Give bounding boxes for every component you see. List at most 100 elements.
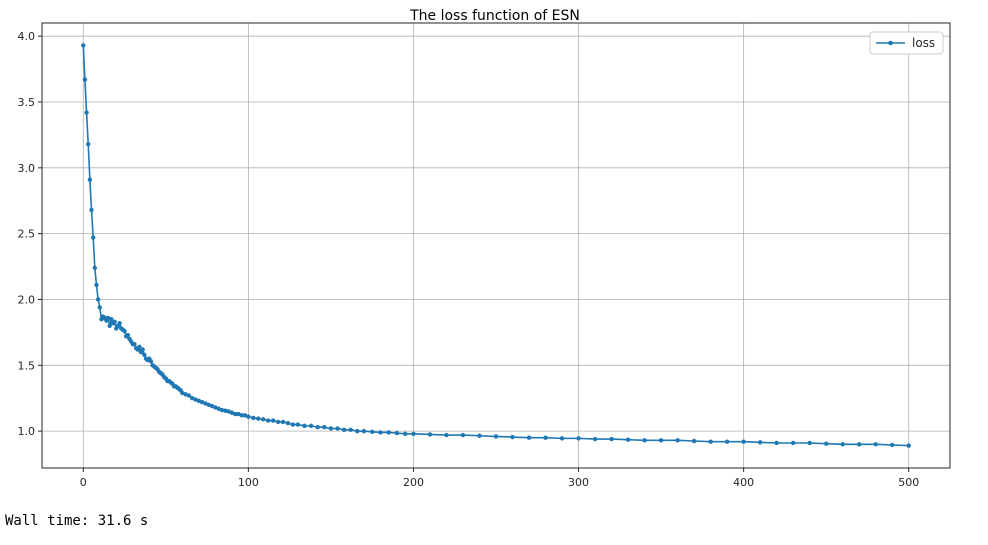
data-point <box>790 440 796 446</box>
data-point <box>81 43 86 48</box>
data-point <box>906 443 911 448</box>
data-point <box>774 440 779 446</box>
data-point <box>642 438 647 443</box>
data-point <box>510 434 515 440</box>
data-point <box>658 438 664 443</box>
data-point <box>180 390 185 396</box>
data-point <box>89 207 94 213</box>
data-point <box>199 399 205 405</box>
data-point <box>229 410 235 415</box>
x-tick-label: 300 <box>568 476 589 489</box>
data-point <box>444 432 449 438</box>
data-point <box>315 424 320 430</box>
data-point <box>361 428 367 434</box>
y-tick-label: 2.5 <box>18 228 36 241</box>
data-point <box>193 397 198 402</box>
legend-box <box>869 31 944 55</box>
data-point <box>386 430 391 435</box>
data-point <box>857 442 862 447</box>
data-point <box>140 347 145 352</box>
data-point <box>236 411 241 417</box>
data-point <box>493 434 499 439</box>
data-point <box>290 422 296 427</box>
y-tick-label: 2.0 <box>18 293 36 306</box>
plot-frame <box>41 22 951 469</box>
series-line-loss <box>82 45 909 447</box>
data-point <box>265 418 271 423</box>
data-point <box>112 319 117 325</box>
data-point <box>308 423 314 429</box>
data-point <box>275 419 281 425</box>
data-point <box>823 441 829 446</box>
data-point <box>403 431 408 436</box>
data-point <box>209 403 215 409</box>
grid-lines <box>42 23 950 468</box>
data-point <box>246 414 251 419</box>
data-point <box>97 305 102 310</box>
data-point <box>90 235 96 240</box>
data-point <box>378 430 383 435</box>
data-point <box>295 422 301 427</box>
data-point <box>223 408 228 413</box>
x-tick-label: 400 <box>733 476 754 489</box>
data-point <box>92 265 98 271</box>
data-point <box>270 418 276 423</box>
x-axis-ticks: 0 100 200 300 400 500 <box>80 468 919 489</box>
data-point <box>576 436 581 441</box>
data-point <box>206 402 211 408</box>
data-point <box>203 401 208 406</box>
data-point <box>107 323 112 329</box>
legend-marker-swatch <box>888 40 893 46</box>
data-point <box>543 435 548 440</box>
data-point <box>261 417 266 422</box>
data-point <box>328 426 334 431</box>
x-tick-label: 500 <box>898 476 919 489</box>
data-point <box>675 438 680 443</box>
data-point <box>348 427 353 433</box>
data-point <box>890 442 895 448</box>
chart-title: The loss function of ESN <box>409 8 580 24</box>
data-point <box>873 442 878 447</box>
data-point <box>216 406 221 411</box>
data-point <box>190 396 195 401</box>
data-point <box>741 439 746 444</box>
data-point <box>109 317 114 322</box>
data-point <box>251 415 256 421</box>
data-point <box>82 77 88 82</box>
data-point <box>355 428 360 434</box>
x-tick-label: 100 <box>238 476 259 489</box>
data-point <box>87 177 93 182</box>
loss-chart: The loss function of ESN 0 100 200 300 400 50… <box>18 8 951 489</box>
data-point <box>256 416 261 421</box>
data-point <box>322 424 327 430</box>
data-point <box>213 405 218 410</box>
data-point <box>94 282 99 288</box>
data-point <box>807 440 812 446</box>
data-point <box>239 413 244 418</box>
y-axis-ticks: 1.0 1.5 2.0 2.5 3.0 3.5 4.0 <box>18 30 42 438</box>
legend-label-loss: loss <box>912 36 935 50</box>
data-point <box>335 426 340 431</box>
data-point <box>592 436 598 442</box>
data-point <box>86 141 91 147</box>
data-point <box>411 431 416 436</box>
data-point <box>125 332 131 338</box>
data-point <box>341 427 347 433</box>
y-tick-label: 4.0 <box>18 30 36 43</box>
data-point <box>691 438 697 444</box>
data-point <box>708 439 713 444</box>
data-point <box>183 392 188 397</box>
series-loss <box>81 43 911 448</box>
data-point <box>369 429 375 434</box>
data-point <box>142 352 147 357</box>
data-point <box>122 328 127 334</box>
data-point <box>757 440 763 445</box>
data-point <box>285 421 291 426</box>
data-point <box>625 437 631 442</box>
data-point <box>196 398 202 404</box>
y-tick-label: 1.5 <box>18 359 36 372</box>
y-tick-label: 3.0 <box>18 162 36 175</box>
data-point <box>526 435 532 440</box>
data-point <box>132 342 137 347</box>
data-point <box>302 423 307 429</box>
